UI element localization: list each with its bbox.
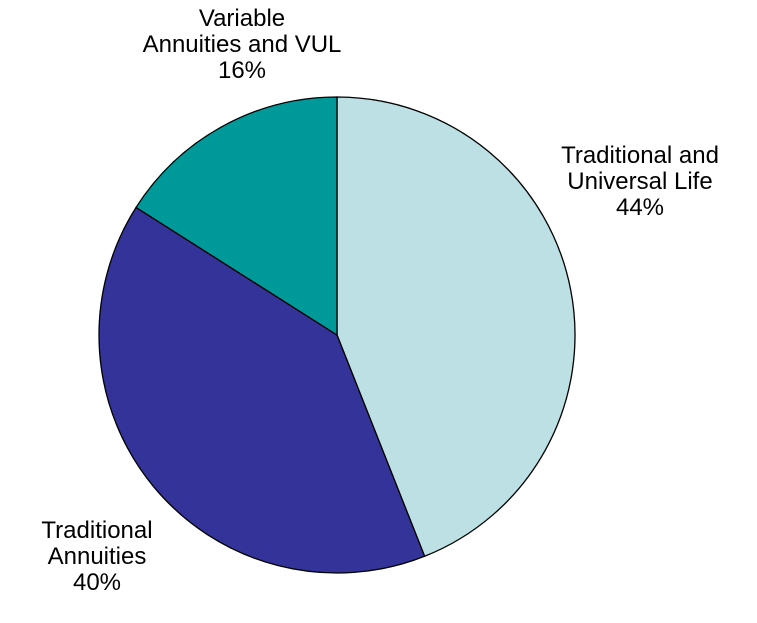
category-label: Traditional and Universal Life: [561, 142, 719, 195]
pie-slice: [336, 96, 576, 558]
slice-label: Traditional Annuities 40%: [41, 518, 152, 596]
slice-label: Variable Annuities and VUL 16%: [143, 6, 342, 84]
pie-slice: [135, 96, 338, 337]
slice-label: Traditional and Universal Life 44%: [561, 143, 719, 221]
pie-slice: [98, 206, 426, 574]
category-label: Variable Annuities and VUL: [142, 5, 342, 58]
value-label: 44%: [615, 194, 665, 221]
category-label: Traditional Annuities: [41, 517, 153, 570]
value-label: 16%: [217, 57, 267, 84]
value-label: 40%: [72, 569, 122, 596]
